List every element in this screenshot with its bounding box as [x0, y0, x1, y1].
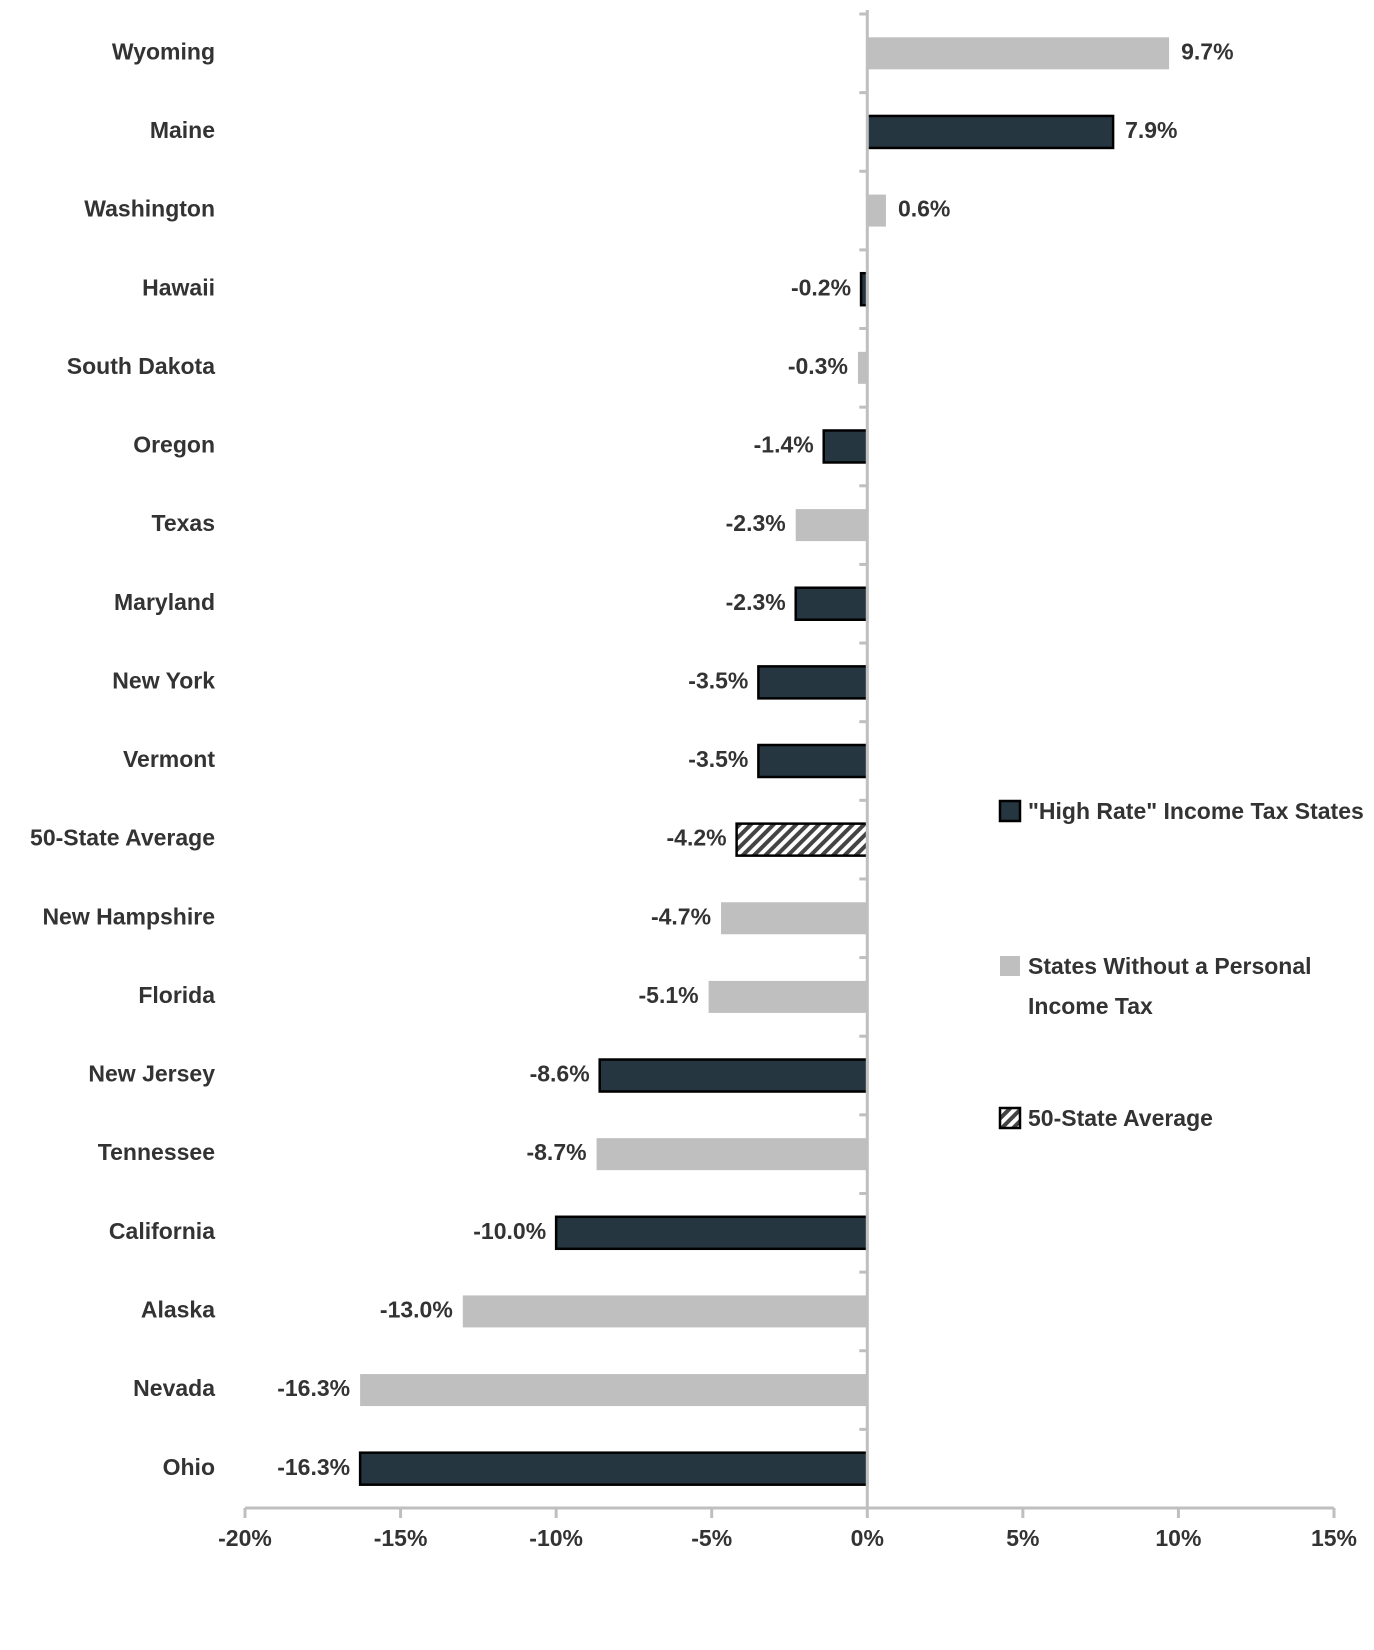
x-tick-label: 5%	[1006, 1525, 1039, 1551]
bar	[867, 37, 1170, 70]
category-label: Hawaii	[142, 274, 215, 300]
legend-label: "High Rate" Income Tax States	[1028, 798, 1364, 824]
legend-swatch	[1000, 956, 1020, 976]
bar	[794, 586, 869, 621]
value-label: -16.3%	[277, 1375, 350, 1401]
value-label: -5.1%	[639, 982, 699, 1008]
bar	[554, 1215, 869, 1251]
category-label: Oregon	[133, 432, 215, 458]
category-label: Tennessee	[98, 1139, 215, 1165]
legend-entry: 50-State Average	[1028, 1105, 1213, 1131]
value-label: 0.6%	[898, 196, 950, 222]
x-tick-label: -10%	[529, 1525, 583, 1551]
category-label: Alaska	[141, 1296, 215, 1322]
legend-entry: "High Rate" Income Tax States	[1028, 798, 1364, 824]
x-tick-label: -5%	[691, 1525, 732, 1551]
value-label: -10.0%	[473, 1218, 546, 1244]
value-label: -2.3%	[726, 510, 786, 536]
value-label: -0.2%	[791, 274, 851, 300]
bar	[721, 902, 868, 935]
category-label: Ohio	[163, 1454, 215, 1480]
legend-label: States Without a Personal Income Tax	[1028, 953, 1312, 1019]
value-label: 9.7%	[1181, 38, 1233, 64]
category-label: New Hampshire	[42, 903, 215, 929]
value-label: -3.5%	[688, 667, 748, 693]
bar	[735, 822, 869, 857]
value-label: -13.0%	[380, 1296, 453, 1322]
category-label: Nevada	[133, 1375, 215, 1401]
category-label: Florida	[138, 982, 215, 1008]
category-label: South Dakota	[67, 353, 215, 379]
bar	[596, 1138, 868, 1171]
legend-swatch	[998, 1106, 1022, 1130]
bar	[360, 1374, 868, 1407]
x-tick-label: 0%	[851, 1525, 884, 1551]
value-label: -3.5%	[688, 746, 748, 772]
category-label: New Jersey	[88, 1061, 215, 1087]
bar	[857, 351, 868, 384]
x-tick-label: -20%	[218, 1525, 272, 1551]
legend-label: 50-State Average	[1028, 1105, 1213, 1131]
x-tick-label: 10%	[1155, 1525, 1201, 1551]
bar	[358, 1451, 869, 1486]
bar	[757, 665, 869, 700]
legend-swatch	[998, 799, 1022, 823]
category-label: Vermont	[123, 746, 215, 772]
category-label: Maryland	[114, 589, 215, 615]
x-tick-label: -15%	[374, 1525, 428, 1551]
category-label: Wyoming	[112, 38, 215, 64]
bar	[708, 980, 868, 1013]
value-label: -4.7%	[651, 903, 711, 929]
value-label: -8.7%	[526, 1139, 586, 1165]
bar	[598, 1058, 869, 1093]
x-tick-label: 15%	[1311, 1525, 1357, 1551]
bar	[822, 429, 869, 464]
bar	[757, 743, 869, 779]
category-label: Texas	[151, 510, 215, 536]
value-label: -1.4%	[754, 432, 814, 458]
category-label: California	[109, 1218, 215, 1244]
category-label: New York	[112, 667, 215, 693]
value-label: 7.9%	[1125, 117, 1177, 143]
bar	[867, 194, 886, 227]
value-label: -16.3%	[277, 1454, 350, 1480]
category-label: Maine	[150, 117, 215, 143]
bar	[462, 1295, 868, 1328]
bar	[795, 509, 868, 542]
value-label: -0.3%	[788, 353, 848, 379]
legend-entry: States Without a Personal Income Tax	[1028, 953, 1312, 1019]
value-label: -2.3%	[726, 589, 786, 615]
value-label: -4.2%	[667, 825, 727, 851]
category-label: 50-State Average	[30, 825, 215, 851]
bar	[866, 114, 1115, 150]
category-label: Washington	[84, 196, 215, 222]
value-label: -8.6%	[530, 1061, 590, 1087]
